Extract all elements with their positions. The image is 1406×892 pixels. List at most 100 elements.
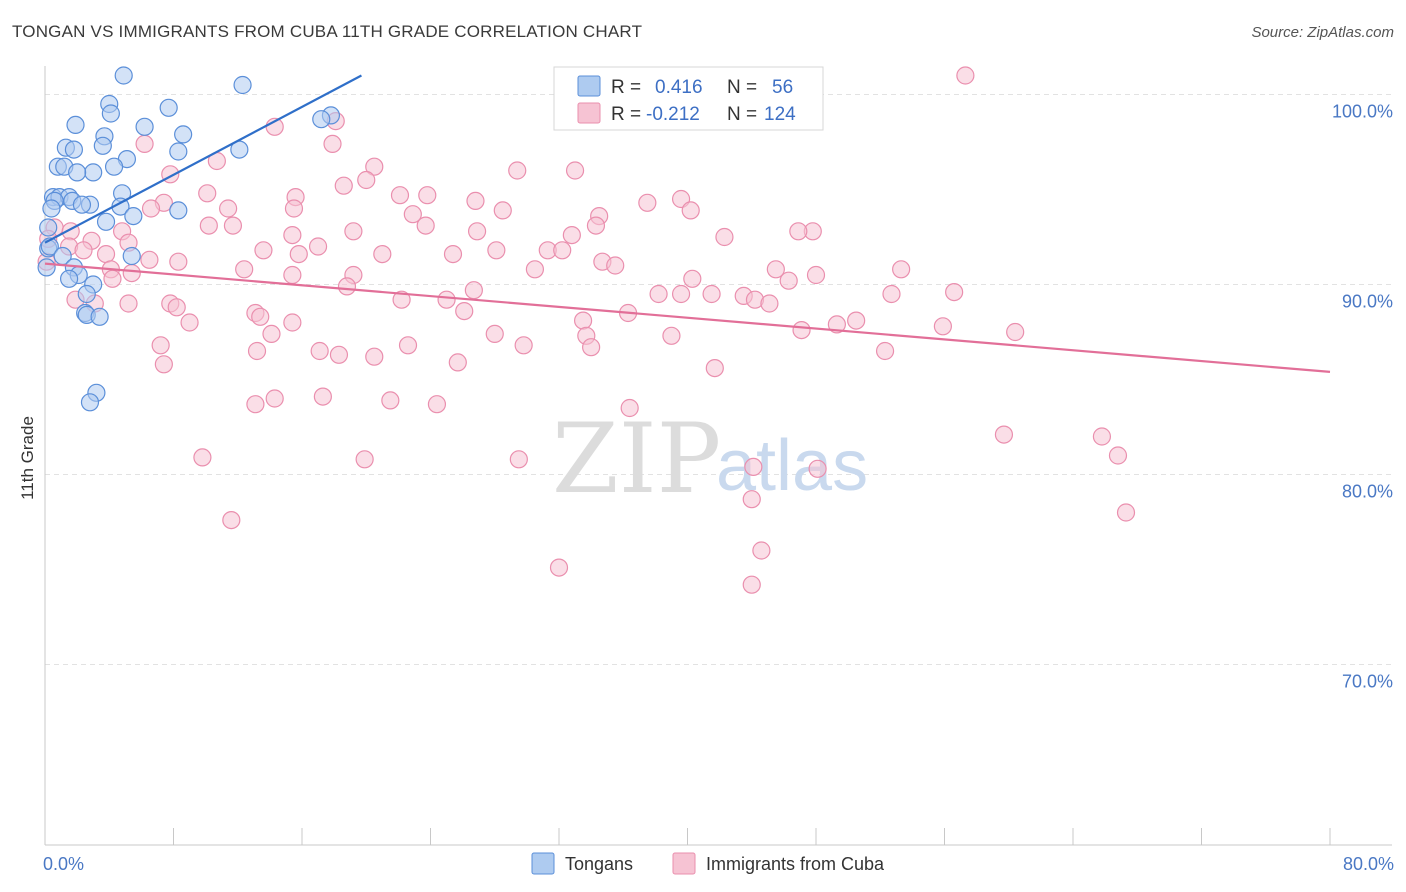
tongan-point [104, 157, 124, 176]
cuba-point [562, 226, 581, 245]
cuba-point [683, 269, 702, 288]
cuba-point [392, 290, 411, 309]
cuba-point [398, 336, 418, 355]
cuba-point [508, 161, 527, 180]
legend-cuba-r-label: R = [611, 104, 641, 125]
cuba-point [246, 395, 265, 414]
cuba-point [265, 389, 284, 408]
chart-title: TONGAN VS IMMIGRANTS FROM CUBA 11TH GRAD… [12, 22, 643, 41]
tongan-point [135, 117, 154, 136]
watermark-zip: ZIP [552, 403, 721, 515]
cuba-point [766, 260, 785, 279]
cuba-point [219, 199, 238, 218]
cuba-point [565, 161, 585, 180]
cuba-point [418, 186, 437, 205]
cuba-point [875, 341, 895, 361]
cuba-point [308, 237, 328, 256]
cuba-point [365, 347, 384, 366]
cuba-point [403, 205, 422, 224]
tongan-point [101, 104, 120, 123]
tongan-point [39, 218, 58, 237]
bottom-legend-tongans: Tongans [565, 854, 633, 874]
cuba-point [289, 245, 308, 264]
watermark-atlas: atlas [716, 426, 868, 506]
tongans-trend-line [44, 74, 362, 244]
tongan-point [114, 66, 133, 85]
cuba-point [283, 226, 302, 245]
cuba-point [193, 448, 212, 467]
cuba-point [262, 324, 281, 343]
cuba-point [808, 459, 827, 478]
cuba-point [167, 298, 186, 317]
cuba-point [1108, 446, 1128, 465]
cuba-point [582, 338, 601, 357]
cuba-point [760, 294, 779, 313]
cuba-point [466, 191, 485, 210]
tongan-point [174, 125, 193, 144]
bottom-legend-swatch-cuba [672, 852, 696, 875]
bottom-legend: Tongans Immigrants from Cuba [531, 852, 885, 875]
cuba-point [373, 245, 392, 264]
x-tick-label: 0.0% [43, 854, 84, 874]
cuba-point [487, 241, 506, 260]
chart-source: Source: ZipAtlas.com [1251, 24, 1394, 41]
tongan-point [96, 212, 116, 231]
cuba-point [151, 336, 170, 355]
cuba-point [586, 216, 606, 235]
cuba-point [553, 241, 572, 260]
cuba-point [827, 315, 846, 334]
cuba-point [334, 176, 353, 195]
x-tick-label: 80.0% [1343, 854, 1394, 874]
cuba-point [1092, 427, 1112, 446]
cuba-point [1006, 322, 1025, 342]
bottom-legend-swatch-tongans [531, 852, 555, 875]
cuba-point [742, 490, 761, 509]
cuba-point [514, 336, 533, 355]
tongan-point [233, 75, 252, 95]
cuba-point [103, 269, 122, 288]
cuba-point [337, 277, 357, 296]
cuba-point [509, 450, 528, 469]
cuba-point [344, 222, 363, 241]
cuba-point [140, 250, 159, 269]
cuba-point [381, 391, 400, 410]
tongan-point [122, 246, 141, 266]
tongan-point [84, 163, 103, 182]
tongan-point [169, 201, 188, 220]
legend-tongans-n-label: N = [727, 77, 757, 98]
cuba-point [792, 321, 811, 340]
tongan-point [59, 269, 79, 288]
cuba-point [313, 387, 332, 406]
cuba-point [956, 66, 975, 85]
cuba-point [355, 450, 374, 469]
cuba-point [933, 317, 952, 336]
cuba-point [994, 425, 1014, 444]
cuba-point [323, 134, 342, 153]
y-tick-label: 90.0% [1342, 292, 1393, 312]
tongan-point [80, 393, 100, 412]
cuba-point [620, 398, 639, 418]
cuba-point [427, 395, 447, 414]
cuba-point [464, 281, 483, 300]
cuba-point [485, 324, 504, 343]
cuba-point [606, 256, 625, 275]
cuba-point [455, 302, 474, 321]
cuba-point [549, 558, 569, 577]
cuba-trend-line [44, 262, 1331, 373]
cuba-point [329, 345, 349, 364]
tongan-point [68, 163, 87, 182]
cuba-point [705, 359, 724, 378]
legend-tongans-r-label: R = [611, 77, 641, 98]
cuba-point [649, 284, 668, 304]
tongan-point [66, 115, 85, 135]
cuba-point [154, 355, 173, 374]
trend-layer [44, 74, 1331, 373]
cuba-point [390, 186, 410, 205]
cuba-point [310, 341, 329, 361]
cuba-point [443, 245, 463, 264]
cuba-point [448, 353, 467, 372]
tongan-points [37, 66, 341, 412]
cuba-point [744, 457, 763, 476]
cuba-point [681, 201, 700, 220]
